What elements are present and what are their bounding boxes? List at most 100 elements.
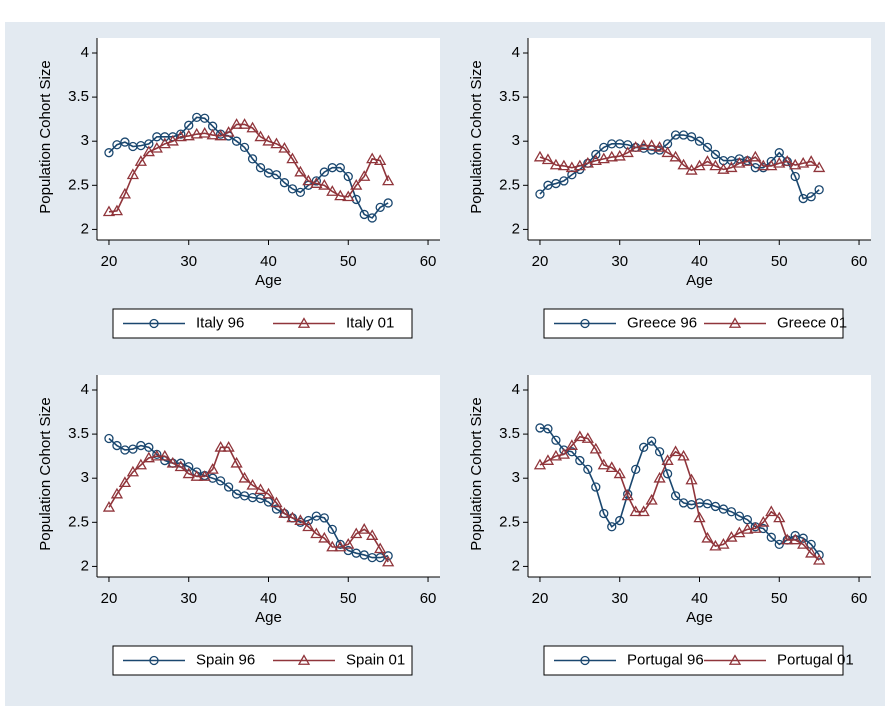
marker [533, 150, 547, 162]
marker [549, 158, 563, 170]
marker [597, 152, 610, 164]
marker [637, 139, 650, 151]
marker [774, 148, 784, 158]
marker [551, 178, 561, 189]
marker [335, 539, 345, 550]
marker [757, 515, 770, 527]
y-tick-label: 4 [81, 44, 89, 61]
marker [557, 159, 571, 171]
marker [198, 470, 211, 481]
marker [297, 654, 311, 665]
marker [110, 487, 124, 499]
y-tick-label: 4 [81, 381, 89, 398]
marker [797, 156, 810, 168]
panel: 2 2.5 3 3.5 4 20 30 40 50 60 Age Population Cohort … [468, 375, 871, 676]
marker [230, 118, 243, 129]
marker [605, 150, 618, 162]
marker [789, 533, 802, 545]
marker [174, 460, 187, 472]
plot-region [97, 375, 440, 577]
marker [358, 170, 371, 181]
y-tick-label: 3.5 [499, 425, 520, 442]
legend-label: Greece 96 [627, 314, 697, 331]
marker [734, 511, 745, 521]
marker [670, 491, 681, 501]
y-tick-label: 3.5 [68, 425, 89, 442]
marker [214, 441, 227, 452]
marker [271, 170, 282, 180]
marker [766, 532, 776, 542]
marker [359, 209, 369, 220]
marker [685, 473, 698, 485]
marker [350, 178, 363, 190]
marker [120, 137, 130, 147]
marker [367, 213, 377, 223]
marker [798, 533, 808, 543]
marker [270, 137, 283, 149]
marker [303, 515, 314, 526]
marker [326, 540, 339, 552]
marker [190, 127, 203, 139]
marker [781, 155, 794, 166]
marker [613, 467, 626, 479]
marker [222, 126, 235, 137]
y-axis-title: Population Cohort Size [37, 397, 54, 550]
marker [701, 155, 714, 166]
x-tick-label: 30 [611, 253, 628, 270]
marker [239, 142, 250, 153]
marker [254, 483, 267, 495]
marker [382, 174, 395, 186]
marker [757, 159, 770, 171]
x-axis-title: Age [255, 272, 282, 289]
marker [302, 174, 315, 186]
marker [557, 448, 571, 459]
marker [278, 141, 291, 153]
marker [677, 158, 690, 170]
legend-label: Portugal 01 [777, 651, 854, 668]
marker [653, 141, 666, 152]
marker [605, 461, 618, 473]
marker [789, 158, 802, 170]
marker [102, 205, 116, 217]
marker [166, 456, 179, 468]
marker [733, 156, 746, 168]
x-tick-label: 50 [340, 253, 357, 270]
marker [559, 176, 569, 186]
legend-label: Spain 01 [346, 651, 405, 668]
marker [142, 145, 155, 157]
panel: 2 2.5 3 3.5 4 20 30 40 50 60 Age Population Cohort … [37, 375, 440, 676]
marker [318, 178, 331, 190]
marker [567, 170, 577, 180]
marker [149, 655, 159, 666]
marker [583, 464, 593, 475]
x-tick-label: 20 [532, 590, 549, 607]
x-tick-label: 50 [771, 253, 788, 270]
marker [294, 165, 307, 177]
marker [286, 511, 299, 523]
marker [765, 505, 778, 517]
marker [359, 550, 369, 560]
marker [255, 163, 266, 173]
marker [214, 129, 227, 141]
marker [104, 148, 114, 158]
x-tick-label: 30 [180, 590, 197, 607]
marker [686, 132, 697, 142]
marker [629, 141, 642, 152]
marker [311, 176, 322, 186]
marker [551, 435, 561, 445]
marker [717, 163, 730, 174]
marker [158, 449, 171, 461]
marker [366, 152, 379, 164]
marker [104, 433, 114, 444]
marker [702, 142, 713, 153]
marker [669, 150, 682, 162]
marker [591, 149, 601, 160]
marker [702, 499, 713, 509]
marker [246, 121, 259, 133]
marker [334, 540, 347, 552]
marker [118, 476, 132, 488]
x-tick-label: 60 [420, 253, 437, 270]
marker [749, 150, 762, 162]
marker [613, 149, 626, 161]
marker [310, 527, 323, 539]
